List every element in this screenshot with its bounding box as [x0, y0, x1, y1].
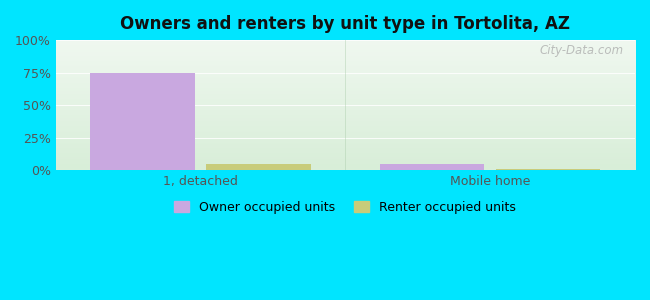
Text: City-Data.com: City-Data.com: [540, 44, 623, 57]
Title: Owners and renters by unit type in Tortolita, AZ: Owners and renters by unit type in Torto…: [120, 15, 570, 33]
Legend: Owner occupied units, Renter occupied units: Owner occupied units, Renter occupied un…: [170, 196, 521, 219]
Bar: [90, 73, 195, 170]
Bar: [206, 164, 311, 170]
Bar: [496, 169, 600, 170]
Bar: [380, 164, 484, 170]
